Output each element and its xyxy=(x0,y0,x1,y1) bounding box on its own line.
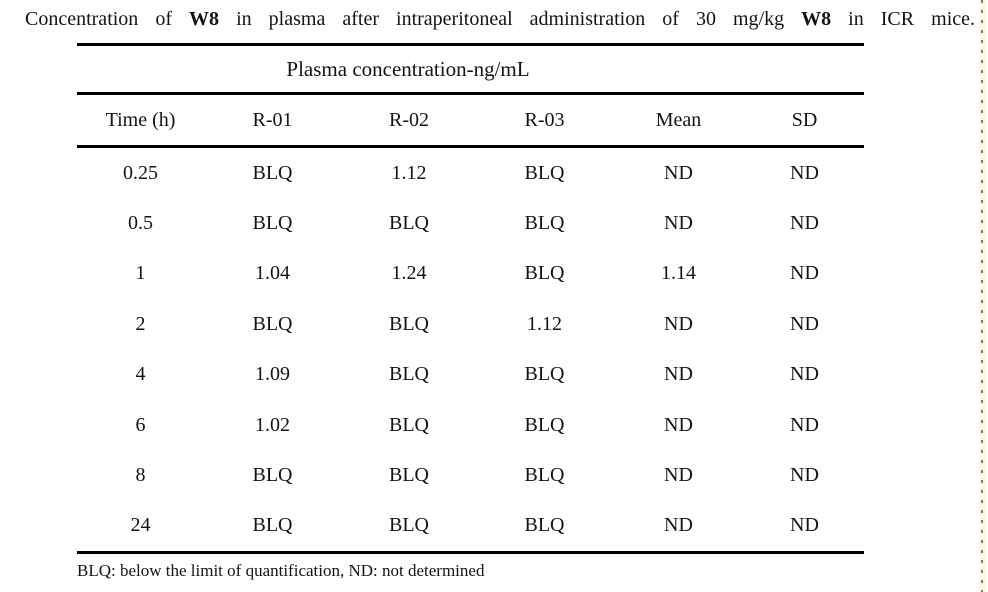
cell-r01: BLQ xyxy=(252,464,293,487)
column-header-sd: SD xyxy=(791,108,818,131)
table-row: 1 1.04 1.24 BLQ 1.14 ND xyxy=(77,249,864,299)
cell-r01: 1.04 xyxy=(255,262,290,285)
data-table: Plasma concentration-ng/mL Time (h) R-01… xyxy=(77,43,864,555)
cell-sd: ND xyxy=(790,363,819,386)
cell-sd: ND xyxy=(790,464,819,487)
table-row: 4 1.09 BLQ BLQ ND ND xyxy=(77,350,864,400)
table-top-rule xyxy=(77,43,864,46)
header-top-rule xyxy=(77,92,864,95)
cell-time: 0.25 xyxy=(123,161,158,184)
caption-text-3: in ICR mice. xyxy=(831,8,976,30)
cell-time: 24 xyxy=(130,514,151,537)
cell-mean: ND xyxy=(664,514,693,537)
cell-r01: 1.02 xyxy=(255,413,290,436)
caption-text-1: Concentration of xyxy=(25,8,190,30)
page-edge-dotted-line xyxy=(981,0,983,592)
cell-r02: 1.24 xyxy=(391,262,427,285)
cell-r03: BLQ xyxy=(524,262,565,285)
cell-sd: ND xyxy=(790,262,819,285)
cell-r03: BLQ xyxy=(524,514,565,537)
cell-r01: BLQ xyxy=(252,161,293,184)
cell-r03: BLQ xyxy=(524,464,565,487)
cell-mean: ND xyxy=(664,212,693,235)
cell-r01: 1.09 xyxy=(255,363,290,386)
table-caption: Concentration of W8 in plasma after intr… xyxy=(25,8,975,31)
cell-r01: BLQ xyxy=(252,312,293,335)
cell-r02: BLQ xyxy=(389,514,429,537)
cell-r03: BLQ xyxy=(524,363,565,386)
cell-r02: BLQ xyxy=(389,413,429,436)
cell-time: 0.5 xyxy=(128,212,153,235)
cell-r03: BLQ xyxy=(524,413,565,436)
caption-compound-w8-1: W8 xyxy=(189,8,220,30)
table-row: 0.5 BLQ BLQ BLQ ND ND xyxy=(77,198,864,248)
cell-r02: BLQ xyxy=(389,212,429,235)
cell-r03: BLQ xyxy=(524,212,565,235)
cell-mean: ND xyxy=(664,161,693,184)
cell-r01: BLQ xyxy=(252,514,293,537)
cell-r02: BLQ xyxy=(389,363,429,386)
cell-r03: 1.12 xyxy=(527,312,562,335)
caption-compound-w8-2: W8 xyxy=(801,8,832,30)
table-row: 24 BLQ BLQ BLQ ND ND xyxy=(77,501,864,551)
cell-mean: ND xyxy=(664,413,693,436)
table-row: 8 BLQ BLQ BLQ ND ND xyxy=(77,450,864,500)
page-edge-background xyxy=(980,0,987,592)
column-header-mean: Mean xyxy=(655,108,702,131)
cell-r02: BLQ xyxy=(389,464,429,487)
table-bottom-rule xyxy=(77,551,864,555)
spanning-header: Plasma concentration-ng/mL xyxy=(286,56,530,81)
table-row: 0.25 BLQ 1.12 BLQ ND ND xyxy=(77,148,864,198)
cell-mean: ND xyxy=(664,312,693,335)
column-header-time: Time (h) xyxy=(105,108,176,131)
cell-sd: ND xyxy=(790,514,819,537)
column-header-r01: R-01 xyxy=(252,108,293,131)
header-bottom-rule xyxy=(77,145,864,148)
column-header-r03: R-03 xyxy=(524,108,565,131)
cell-r03: BLQ xyxy=(524,161,565,184)
table-row: 2 BLQ BLQ 1.12 ND ND xyxy=(77,299,864,349)
cell-mean: ND xyxy=(664,363,693,386)
cell-mean: 1.14 xyxy=(661,262,696,285)
cell-sd: ND xyxy=(790,161,819,184)
table-row: 6 1.02 BLQ BLQ ND ND xyxy=(77,400,864,450)
column-header-row: Time (h) R-01 R-02 R-03 Mean SD xyxy=(77,95,864,145)
cell-time: 4 xyxy=(135,363,146,386)
table-footnote: BLQ: below the limit of quantification, … xyxy=(77,561,485,580)
column-header-r02: R-02 xyxy=(389,108,429,131)
caption-text-2: in plasma after intraperitoneal administ… xyxy=(219,8,802,30)
cell-r02: 1.12 xyxy=(391,161,427,184)
cell-sd: ND xyxy=(790,212,819,235)
cell-time: 2 xyxy=(135,312,146,335)
cell-sd: ND xyxy=(790,312,819,335)
cell-time: 1 xyxy=(135,262,146,285)
cell-r01: BLQ xyxy=(252,212,293,235)
cell-time: 8 xyxy=(135,464,146,487)
cell-time: 6 xyxy=(135,413,146,436)
cell-r02: BLQ xyxy=(389,312,429,335)
cell-sd: ND xyxy=(790,413,819,436)
spanning-header-row: Plasma concentration-ng/mL xyxy=(77,46,864,92)
cell-mean: ND xyxy=(664,464,693,487)
